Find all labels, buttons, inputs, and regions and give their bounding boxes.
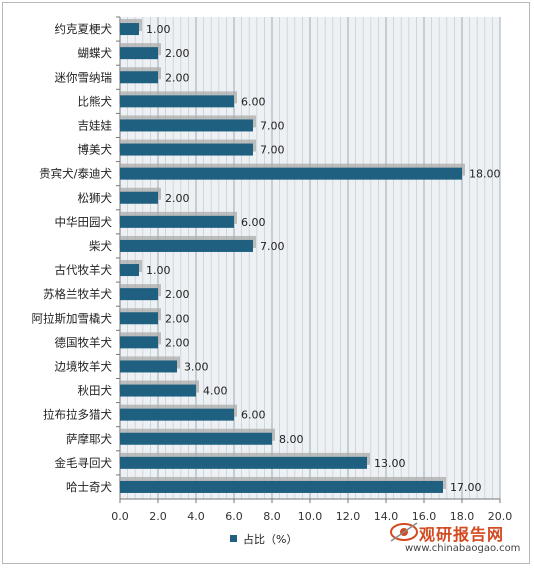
data-label: 7.00: [260, 240, 285, 253]
data-label: 13.00: [374, 457, 406, 470]
watermark-url: www.chinabaogao.com: [405, 543, 521, 554]
data-label: 2.00: [165, 47, 190, 60]
category-label: 哈士奇犬: [66, 480, 112, 494]
data-label: 1.00: [146, 264, 171, 277]
site-logo-icon: [390, 522, 418, 542]
legend: 占比（%）: [230, 532, 297, 546]
bar: [120, 480, 443, 493]
bar: [120, 71, 158, 84]
x-tick-label: 8.0: [263, 510, 281, 523]
x-tick-label: 18.0: [450, 510, 475, 523]
bar: [120, 384, 196, 397]
bar: [120, 119, 253, 132]
category-label: 蝴蝶犬: [78, 46, 113, 60]
x-tick-label: 6.0: [225, 510, 243, 523]
data-label: 2.00: [165, 71, 190, 84]
x-tick-label: 2.0: [149, 510, 167, 523]
bar: [120, 167, 462, 180]
category-label: 柴犬: [89, 239, 112, 253]
data-label: 2.00: [165, 288, 190, 301]
data-label: 6.00: [241, 95, 266, 108]
x-tick-label: 20.0: [488, 510, 513, 523]
data-label: 7.00: [260, 144, 285, 157]
bar: [120, 143, 253, 156]
watermark-site-name: 观研报告网: [419, 525, 505, 544]
bar: [120, 23, 139, 36]
bar: [120, 336, 158, 349]
x-tick-label: 0.0: [111, 510, 129, 523]
category-label: 约克夏梗犬: [55, 22, 113, 36]
x-tick-label: 16.0: [412, 510, 437, 523]
bar: [120, 312, 158, 325]
category-label: 古代牧羊犬: [55, 263, 113, 277]
data-label: 6.00: [241, 216, 266, 229]
category-label: 松狮犬: [78, 191, 113, 205]
data-label: 6.00: [241, 409, 266, 422]
data-label: 17.00: [450, 481, 482, 494]
bar: [120, 191, 158, 204]
legend-label: 占比（%）: [243, 532, 297, 546]
category-label: 边境牧羊犬: [55, 359, 113, 373]
bar: [120, 95, 234, 108]
category-label: 迷你雪纳瑞: [55, 70, 113, 84]
category-label: 拉布拉多猎犬: [43, 408, 112, 422]
category-label: 萨摩耶犬: [66, 432, 112, 446]
legend-swatch: [230, 535, 237, 542]
data-label: 8.00: [279, 433, 304, 446]
bar: [120, 239, 253, 252]
category-label: 秋田犬: [78, 384, 113, 398]
bar: [120, 215, 234, 228]
data-label: 18.00: [469, 168, 501, 181]
bar: [120, 360, 177, 373]
bar: [120, 288, 158, 301]
data-label: 2.00: [165, 312, 190, 325]
data-label: 1.00: [146, 23, 171, 36]
chart-frame: 0.0 2.0 4.0 6.0 8.0 10.0 12.0 14.0 16.0 18.0 20.0 约…: [2, 2, 530, 564]
watermark: 观研报告网 www.chinabaogao.com: [387, 521, 533, 565]
category-label: 阿拉斯加雪橇犬: [32, 311, 113, 325]
category-label: 比熊犬: [78, 94, 113, 108]
x-tick-label: 12.0: [336, 510, 361, 523]
category-label: 贵宾犬/泰迪犬: [39, 167, 112, 181]
category-label: 吉娃娃: [78, 118, 113, 132]
x-tick-label: 10.0: [298, 510, 323, 523]
category-label: 博美犬: [78, 143, 113, 157]
x-tick-label: 14.0: [374, 510, 399, 523]
data-label: 2.00: [165, 192, 190, 205]
bar: [120, 432, 272, 445]
bar: [120, 264, 139, 277]
category-label: 德国牧羊犬: [55, 335, 113, 349]
category-label: 金毛寻回犬: [55, 456, 113, 470]
bar: [120, 47, 158, 60]
data-label: 7.00: [260, 119, 285, 132]
category-label: 苏格兰牧羊犬: [43, 287, 112, 301]
bar: [120, 456, 367, 469]
bar: [120, 408, 234, 421]
data-label: 4.00: [203, 385, 228, 398]
bar-chart: 0.0 2.0 4.0 6.0 8.0 10.0 12.0 14.0 16.0 18.0 20.0 约…: [32, 16, 513, 546]
category-label: 中华田园犬: [55, 215, 113, 229]
data-label: 2.00: [165, 336, 190, 349]
data-label: 3.00: [184, 360, 209, 373]
x-tick-label: 4.0: [187, 510, 205, 523]
